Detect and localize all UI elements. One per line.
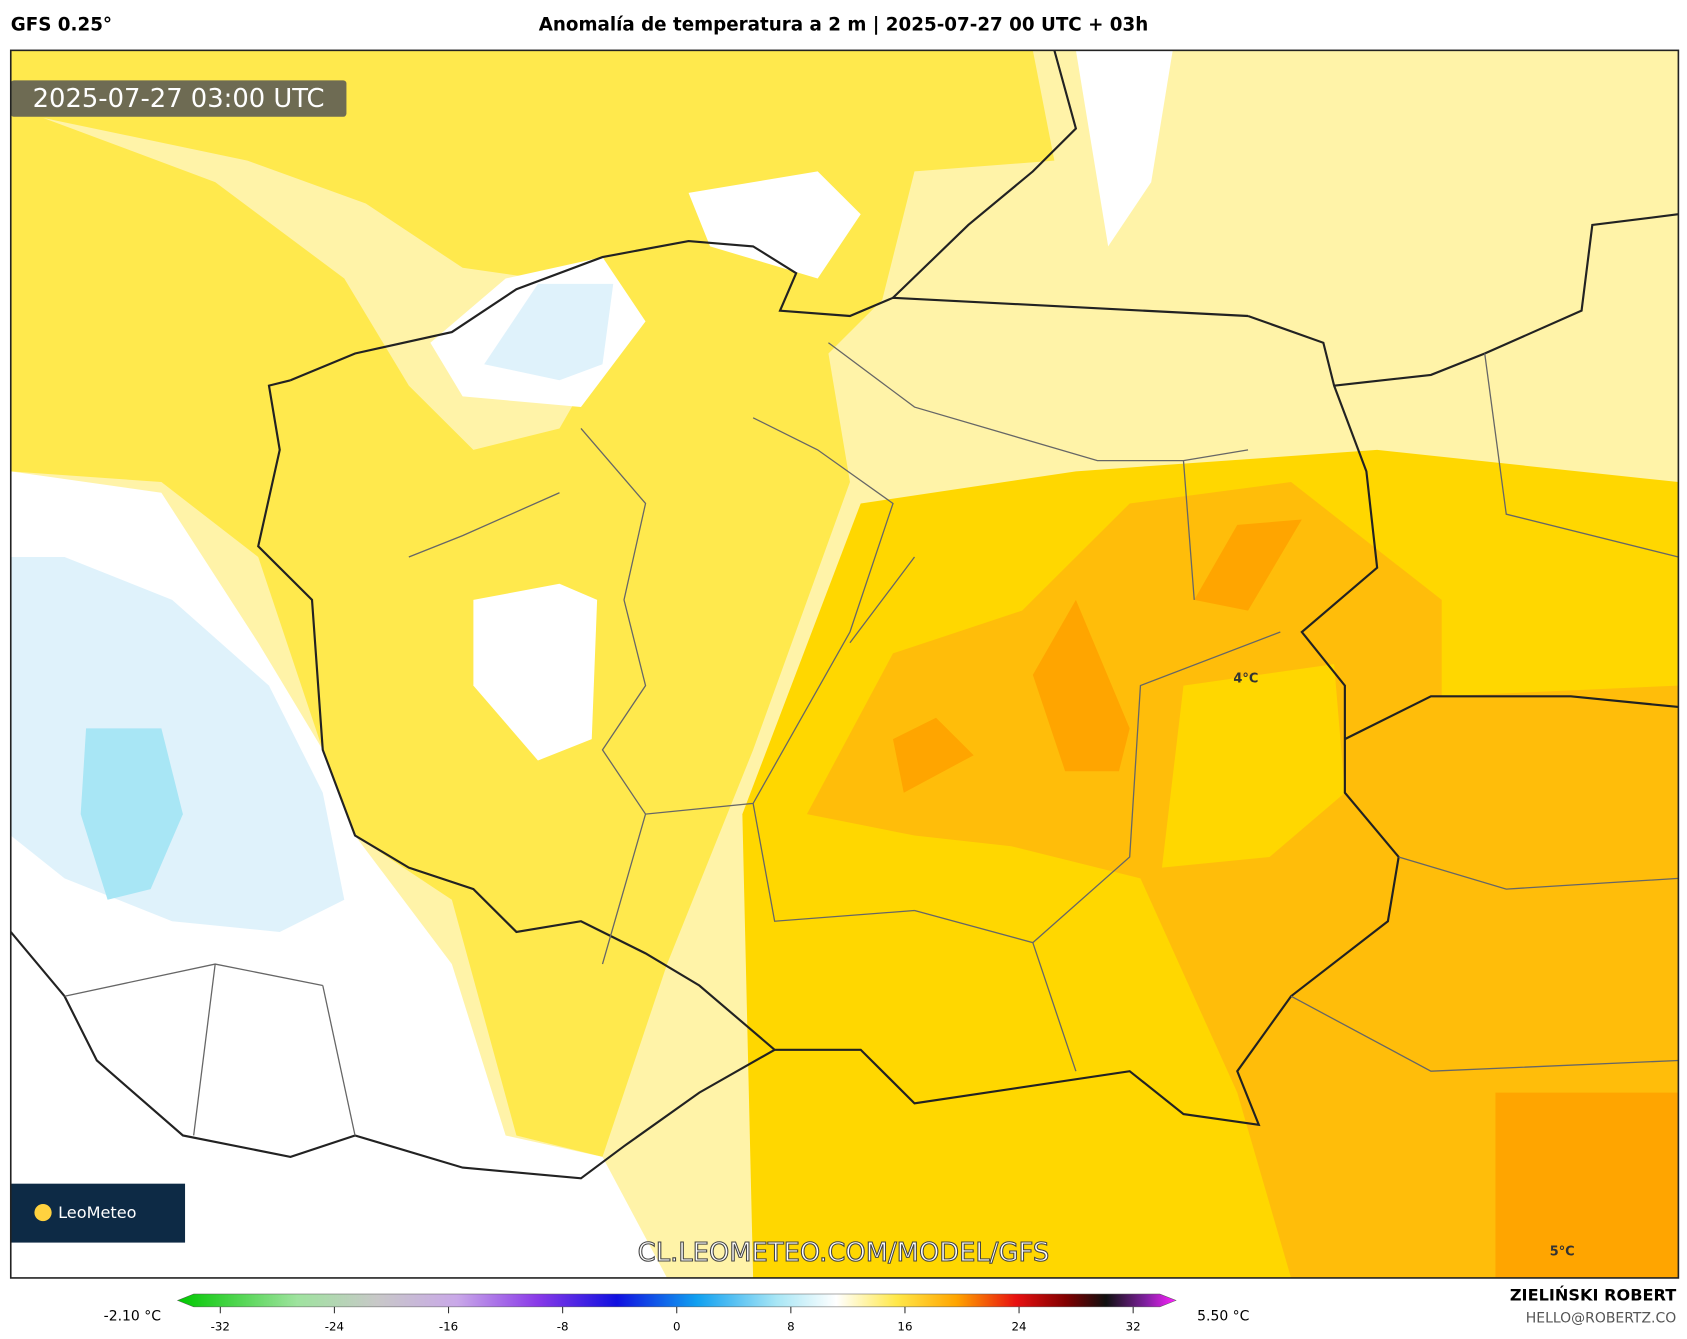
anomaly-area	[688, 171, 861, 279]
contour-label: 4°C	[1233, 672, 1258, 687]
watermark: CL.LEOMETEO.COM/MODEL/GFS	[638, 1238, 1050, 1268]
country-border	[1333, 213, 1679, 387]
colorbar	[176, 1293, 1177, 1308]
timestamp-box	[10, 80, 347, 117]
coastline	[892, 50, 1078, 299]
colorbar-max: 5.50 °C	[1197, 1309, 1249, 1325]
map: 4°C 5°C CL.LEOMETEO.COM/MODEL/GFS 2025-0…	[10, 50, 1679, 1278]
colorbar-tick-label: 8	[787, 1320, 795, 1334]
anomaly-area	[806, 482, 1679, 1278]
coastline	[290, 239, 1249, 382]
map-title: Anomalía de temperatura a 2 m | 2025-07-…	[539, 15, 1149, 36]
anomaly-area	[1032, 599, 1130, 772]
colorbar-tick-label: -8	[557, 1320, 569, 1334]
colorbar-tick-label: 16	[897, 1320, 912, 1334]
model-name: GFS 0.25°	[11, 15, 112, 36]
colorbar-tick-label: -32	[211, 1320, 230, 1334]
map-frame	[9, 49, 1680, 1279]
anomaly-area	[1194, 519, 1302, 611]
anomaly-area	[1161, 664, 1345, 868]
logo-text: LeoMeteo	[58, 1203, 136, 1222]
anomaly-area	[892, 717, 974, 793]
anomaly-area	[1075, 50, 1173, 247]
author: ZIELIŃSKI ROBERT	[1510, 1286, 1676, 1305]
contour-label: 5°C	[1550, 1245, 1575, 1260]
anomaly-area	[80, 728, 183, 900]
country-border	[1344, 695, 1679, 741]
colorbar-tick-label: 32	[1126, 1320, 1141, 1334]
region-border	[64, 342, 1679, 1136]
colorbar-tick-label: -16	[439, 1320, 458, 1334]
anomaly-area	[1495, 1092, 1679, 1278]
logo-sun	[34, 1204, 52, 1222]
anomaly-area	[473, 583, 598, 761]
colorbar-tick-label: 24	[1012, 1320, 1027, 1334]
colorbar-min: -2.10 °C	[104, 1309, 161, 1325]
colorbar-tick-label: 0	[673, 1320, 681, 1334]
country-border	[257, 314, 1400, 1127]
colorbar-tick-label: -24	[325, 1320, 344, 1334]
anomaly-area	[484, 283, 614, 381]
email: HELLO@ROBERTZ.CO	[1526, 1311, 1676, 1327]
timestamp: 2025-07-27 03:00 UTC	[33, 84, 325, 114]
